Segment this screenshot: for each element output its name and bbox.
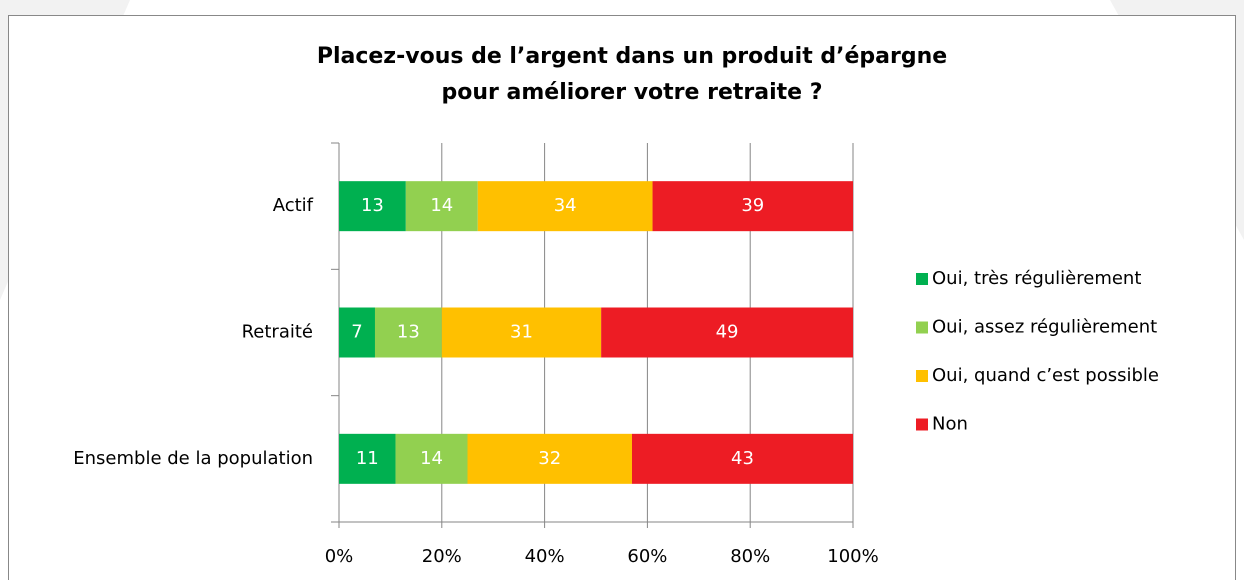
value-label: 49 <box>716 322 739 343</box>
legend-swatch <box>916 370 928 382</box>
bar-segment <box>374 307 442 358</box>
value-label: 31 <box>510 322 533 343</box>
bar-segment <box>477 181 653 232</box>
value-label: 14 <box>430 195 453 216</box>
value-label: 43 <box>731 448 754 469</box>
value-label: 13 <box>361 195 384 216</box>
bar-segment <box>339 307 375 358</box>
value-label: 39 <box>741 195 764 216</box>
bar-segment <box>467 433 632 484</box>
chart-frame <box>8 15 1236 580</box>
bar-segment <box>601 307 853 358</box>
bar-segment <box>405 181 478 232</box>
value-label: 32 <box>538 448 561 469</box>
value-label: 34 <box>554 195 577 216</box>
x-tick-label: 20% <box>422 546 462 567</box>
x-tick-label: 40% <box>525 546 565 567</box>
chart-title: pour améliorer votre retraite ? <box>442 80 823 105</box>
bar-segment <box>631 433 853 484</box>
y-tick-label: Ensemble de la population <box>73 448 313 469</box>
legend-label: Oui, assez régulièrement <box>932 317 1157 338</box>
legend-label: Oui, très régulièrement <box>932 268 1141 289</box>
value-label: 14 <box>420 448 443 469</box>
chart-title: Placez-vous de l’argent dans un produit … <box>317 44 947 69</box>
bar-segment <box>441 307 602 358</box>
bar-segment <box>339 433 396 484</box>
legend-swatch <box>916 321 928 334</box>
legend-swatch <box>916 273 928 285</box>
bar-segment <box>652 181 853 232</box>
x-tick-label: 0% <box>325 546 354 567</box>
x-tick-label: 100% <box>827 546 878 567</box>
value-label: 13 <box>397 322 420 343</box>
value-label: 7 <box>351 322 362 343</box>
bar-segment <box>339 181 406 232</box>
legend-label: Oui, quand c’est possible <box>932 365 1159 386</box>
value-label: 11 <box>356 448 379 469</box>
x-tick-label: 80% <box>730 546 770 567</box>
y-tick-label: Retraité <box>242 322 313 343</box>
legend-swatch <box>916 418 928 431</box>
bar-segment <box>395 433 468 484</box>
x-tick-label: 60% <box>627 546 667 567</box>
y-tick-label: Actif <box>273 195 314 216</box>
legend-label: Non <box>932 414 968 435</box>
